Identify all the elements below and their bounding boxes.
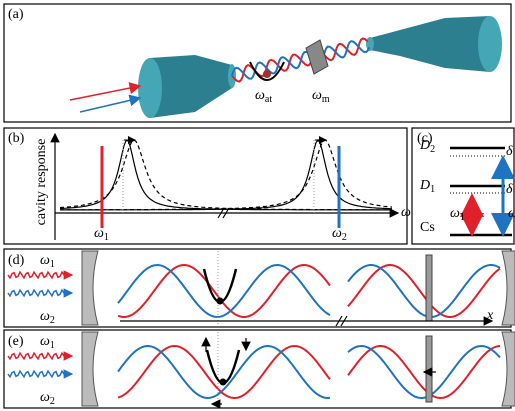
symbol: ω	[40, 309, 50, 324]
symbol: ω	[40, 334, 50, 349]
cavity-mirror	[501, 250, 515, 326]
line	[340, 315, 348, 327]
cavity-mirror	[501, 331, 515, 407]
omega-2: ω2	[332, 226, 347, 243]
panel-a	[3, 3, 512, 123]
objective-face	[478, 16, 502, 72]
line	[222, 207, 230, 219]
label: cavity response	[34, 139, 49, 226]
objective-right	[370, 16, 490, 72]
subscript: at	[265, 94, 272, 105]
wave	[347, 344, 501, 400]
symbol: D	[419, 138, 430, 153]
symbol: ω	[312, 88, 322, 103]
subscript: m	[322, 94, 330, 105]
wave	[7, 369, 67, 379]
membrane	[425, 335, 433, 403]
level-d2: D2	[419, 138, 435, 155]
omega-1: ω1	[94, 226, 109, 243]
mirror	[305, 39, 329, 75]
label: Cs	[420, 220, 435, 235]
trap	[202, 268, 238, 303]
subscript: 1	[50, 340, 55, 351]
wave	[117, 344, 331, 400]
subscript: 2	[50, 396, 55, 407]
line	[79, 94, 142, 113]
wave	[347, 263, 501, 319]
wave	[7, 351, 67, 361]
detuning: δ	[506, 182, 513, 197]
mirror-frequency: ωm	[312, 88, 330, 105]
label: (a)	[8, 7, 24, 22]
wave	[7, 288, 67, 298]
atom	[219, 378, 227, 386]
panels: (a)ωat ωm(b) cavity response ωω1 ω2(c)D2D1δδ…	[3, 3, 515, 409]
resonance	[60, 138, 392, 211]
omega-2: ω	[508, 206, 515, 221]
line	[217, 207, 225, 219]
label: (e)	[8, 334, 24, 349]
subscript: 1	[104, 232, 109, 243]
atom-frequency: ωat	[255, 88, 272, 105]
objective-tip	[366, 37, 374, 51]
symbol: ω	[450, 206, 460, 221]
subscript: 1	[430, 184, 435, 195]
line	[335, 315, 343, 327]
subscript: 1	[50, 259, 55, 270]
x-axis-label: ω	[401, 205, 411, 220]
label: (c)	[417, 131, 433, 146]
wave	[117, 344, 331, 400]
omega-1: ω1	[40, 334, 55, 351]
atom	[263, 70, 271, 78]
wave	[347, 344, 501, 400]
detuning: δ	[506, 144, 513, 159]
wave	[117, 263, 331, 319]
wave	[347, 264, 501, 318]
label: (d)	[8, 253, 25, 268]
atom	[216, 297, 224, 305]
cavity-mirror	[81, 250, 99, 326]
symbol: D	[419, 178, 430, 193]
panel-d	[3, 248, 512, 328]
subscript: 2	[50, 315, 55, 326]
omega-1: ω1	[450, 206, 465, 223]
label: (b)	[8, 131, 25, 146]
objective-face	[138, 58, 162, 118]
symbol: ω	[94, 226, 104, 241]
objective-left	[150, 55, 232, 118]
symbol: ω	[332, 226, 342, 241]
resonance	[59, 139, 392, 211]
trap	[249, 61, 285, 81]
beam	[231, 40, 371, 80]
symbol: ω	[40, 253, 50, 268]
symbol: ω	[40, 390, 50, 405]
level-d1: D1	[419, 178, 435, 195]
membrane	[425, 254, 433, 322]
panel-b	[3, 127, 408, 245]
subscript: 1	[460, 212, 465, 223]
wave	[7, 270, 67, 280]
cavity-mirror	[81, 331, 99, 407]
subscript: 2	[430, 144, 435, 155]
omega-2: ω2	[40, 309, 55, 326]
omega-1: ω1	[40, 253, 55, 270]
wave	[117, 263, 331, 319]
omega-2: ω2	[40, 390, 55, 407]
symbol: ω	[255, 88, 265, 103]
panel-c	[411, 127, 515, 245]
x-axis-label: x	[486, 308, 494, 323]
line	[69, 82, 142, 101]
subscript: 2	[342, 232, 347, 243]
